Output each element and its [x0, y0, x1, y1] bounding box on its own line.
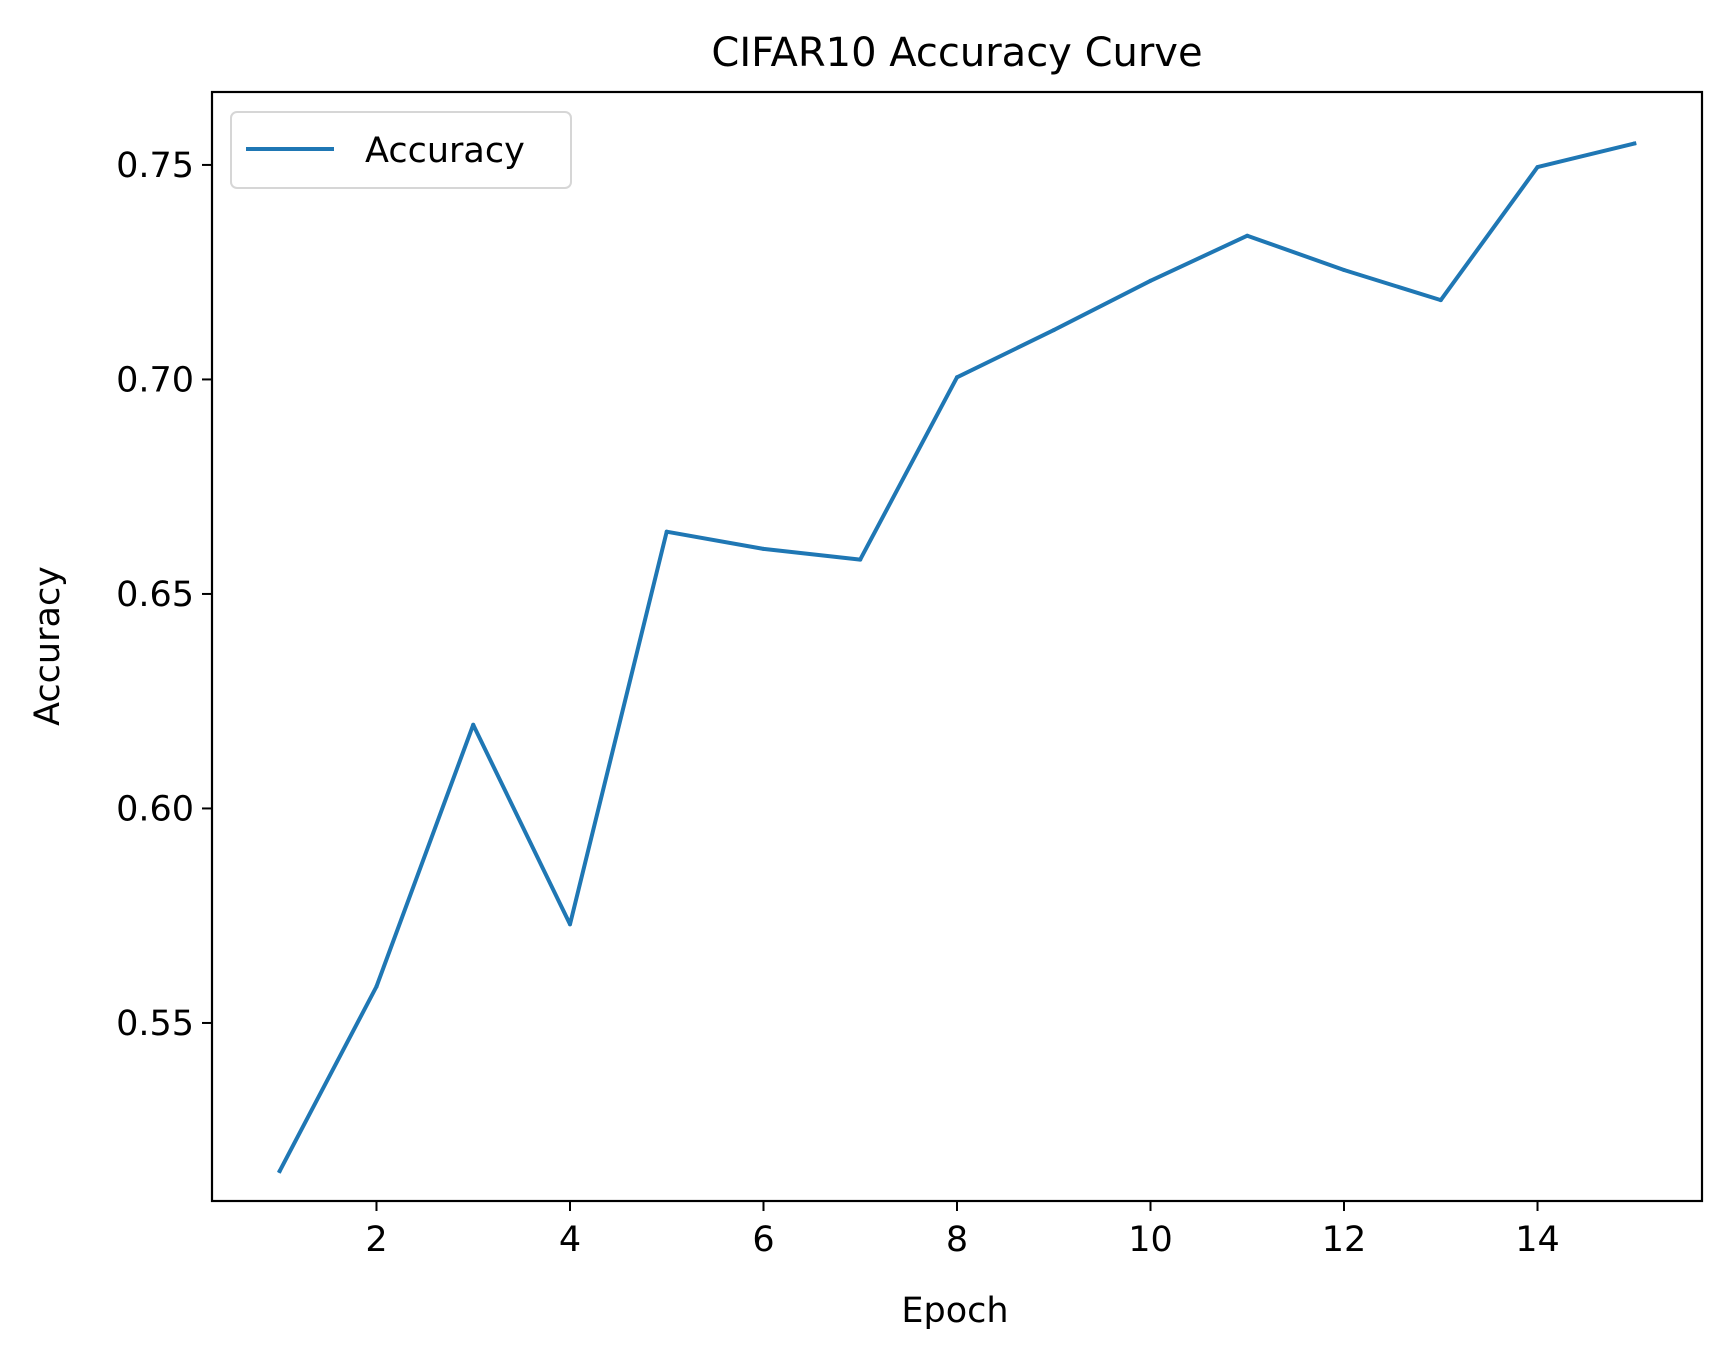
data-point	[1535, 165, 1540, 170]
legend-box	[230, 111, 572, 189]
x-tick-label: 14	[1515, 1220, 1560, 1260]
data-point	[858, 557, 863, 562]
y-tick-label: 0.60	[116, 789, 194, 829]
data-point	[567, 922, 572, 927]
data-point	[1051, 328, 1056, 333]
data-point	[1632, 141, 1637, 146]
data-point	[761, 546, 766, 551]
data-point	[1342, 268, 1347, 273]
x-axis-label: Epoch	[901, 1291, 1008, 1331]
legend: Accuracy	[230, 111, 572, 189]
x-tick-label: 12	[1322, 1220, 1367, 1260]
x-axis-ticks: 2 4 6 8 10 12 14	[365, 1201, 1560, 1260]
y-tick-label: 0.65	[116, 575, 194, 615]
x-tick-label: 10	[1128, 1220, 1173, 1260]
data-point	[1245, 233, 1250, 238]
data-point	[1148, 278, 1153, 283]
y-tick-label: 0.75	[116, 146, 194, 186]
data-point	[374, 984, 379, 989]
plot-frame	[210, 90, 1704, 1203]
data-point	[664, 529, 669, 534]
x-tick-label: 8	[946, 1220, 968, 1260]
y-axis-label: Accuracy	[28, 566, 68, 726]
data-point	[1438, 298, 1443, 303]
legend-label-accuracy: Accuracy	[365, 131, 525, 171]
x-tick-label: 4	[559, 1220, 581, 1260]
data-points	[277, 141, 1637, 1173]
chart-title: CIFAR10 Accuracy Curve	[711, 30, 1202, 76]
data-point	[955, 375, 959, 380]
y-axis-ticks: 0.55 0.60 0.65 0.70 0.75	[116, 146, 212, 1044]
data-point	[471, 722, 476, 727]
x-tick-label: 6	[752, 1220, 774, 1260]
y-tick-label: 0.55	[116, 1004, 194, 1044]
y-tick-label: 0.70	[116, 360, 194, 400]
x-tick-label: 2	[365, 1220, 387, 1260]
data-point	[277, 1168, 282, 1173]
